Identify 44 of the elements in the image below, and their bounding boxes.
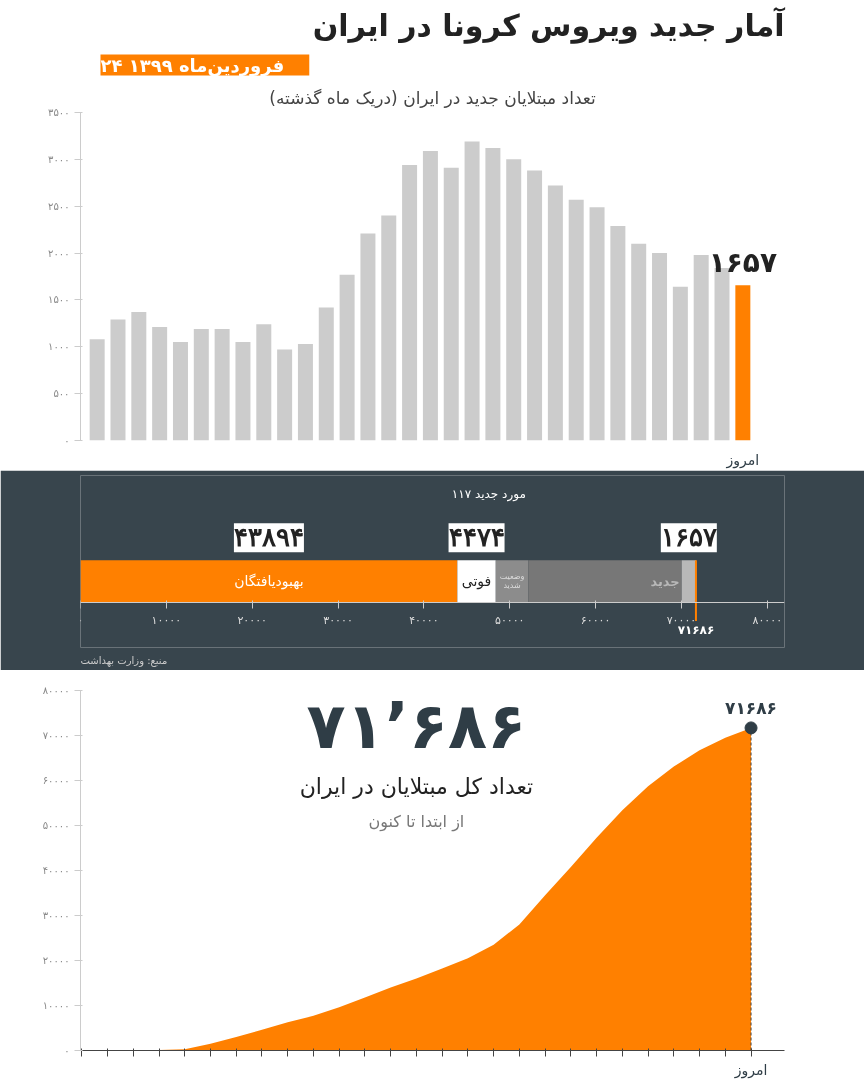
- y-tick-label: ۰: [64, 1045, 70, 1056]
- y-tick-label: ۸۰۰۰۰: [42, 685, 70, 696]
- y-tick-label: ۳۰۰۰۰: [42, 910, 70, 921]
- data-label: ۴۴۷۴: [448, 523, 505, 553]
- chart-title: ۷۱٬۶۸۶: [306, 688, 527, 763]
- y-tick-label: ۱۵۰۰: [48, 294, 70, 306]
- series-label: فوتی: [461, 573, 492, 591]
- x-tick-label: ۳۰۰۰۰: [323, 613, 353, 627]
- x-tick-label: امروز: [725, 451, 760, 469]
- y-tick-label: ۵۰۰۰۰: [42, 820, 70, 831]
- text: ۲۴ فروردین‌ماه ۱۳۹۹: [100, 54, 285, 77]
- text: ۱۱۷ مورد جدید: [451, 487, 526, 503]
- y-tick-label: ۰: [64, 435, 70, 446]
- y-tick-label: ۶۰۰۰۰: [42, 775, 70, 786]
- x-tick-label: ۰: [77, 613, 84, 627]
- y-tick-label: ۳۰۰۰: [48, 153, 70, 165]
- y-tick-label: ۲۰۰۰۰: [42, 955, 70, 966]
- x-tick-label: امروز: [733, 1061, 768, 1079]
- y-tick-label: ۱۰۰۰۰: [42, 1000, 70, 1011]
- x-tick-label: ۵۰۰۰۰: [495, 613, 525, 627]
- x-tick-label: ۲۰۰۰۰: [237, 613, 267, 627]
- annotation: از ابتدا تا کنون: [368, 811, 465, 832]
- x-tick-label: ۸۰۰۰۰: [752, 613, 783, 627]
- y-tick-label: ۲۵۰۰: [48, 200, 70, 212]
- y-tick-label: ۴۰۰۰۰: [42, 865, 70, 876]
- text: منبع: وزارت بهداشت: [80, 654, 168, 667]
- y-tick-label: ۷۰۰۰۰: [42, 730, 70, 741]
- annotation: ۷۱۶۸۶: [725, 697, 777, 718]
- x-tick-label: ۴۰۰۰۰: [409, 613, 439, 627]
- text: تعداد کل مبتلایان در ایران: [299, 773, 534, 799]
- y-tick-label: ۵۰۰: [53, 388, 70, 400]
- y-tick-label: ۱۰۰۰: [48, 341, 70, 353]
- x-tick-label: ۶۰۰۰۰: [580, 613, 611, 627]
- y-tick-label: ۳۵۰۰: [48, 107, 70, 118]
- data-label: ۱۶۵۷: [708, 246, 778, 280]
- series-label: بهبودیافتگان: [234, 573, 304, 591]
- series-label: جدید: [650, 573, 680, 589]
- data-label: ۴۳۸۹۴: [233, 523, 304, 553]
- y-tick-label: ۲۰۰۰: [48, 247, 70, 259]
- data-label: ۱۶۵۷: [660, 523, 717, 553]
- chart-title: آمار جدید ویروس کرونا در ایران: [312, 6, 786, 44]
- series-label: وضعیت شدید: [499, 572, 525, 591]
- x-tick-label: ۱۰۰۰۰: [151, 613, 182, 627]
- chart-subtitle: تعداد مبتلایان جدید در ایران (دریک ماه گذشته): [269, 87, 597, 108]
